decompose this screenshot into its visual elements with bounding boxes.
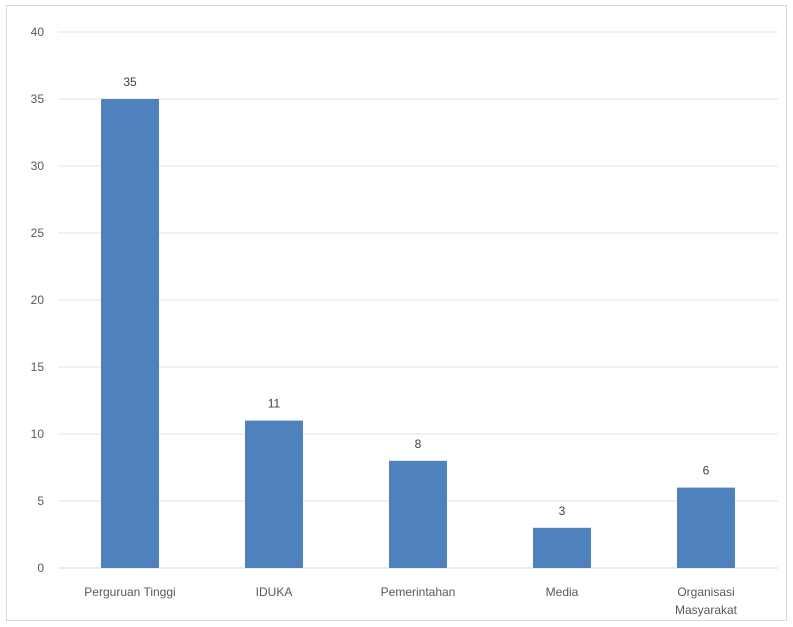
data-label: 8 [415, 437, 422, 451]
x-tick-label: Pemerintahan [381, 585, 456, 599]
y-tick-label: 35 [31, 92, 45, 106]
data-label: 6 [703, 464, 710, 478]
y-tick-label: 30 [31, 159, 45, 173]
data-labels: 35 11 8 3 6 [123, 75, 709, 518]
x-tick-label: Organisasi Masyarakat [675, 585, 738, 617]
y-tick-label: 25 [31, 226, 45, 240]
x-axis-ticks: Perguruan Tinggi IDUKA Pemerintahan Media Or… [84, 585, 737, 617]
y-tick-label: 20 [31, 293, 45, 307]
data-label: 3 [559, 504, 566, 518]
x-tick-label: Perguruan Tinggi [84, 585, 175, 599]
y-tick-label: 10 [31, 427, 45, 441]
bar [245, 420, 303, 568]
y-tick-label: 40 [31, 25, 45, 39]
y-tick-label: 5 [37, 494, 44, 508]
data-label: 11 [268, 397, 281, 411]
bar [533, 527, 591, 568]
bar [677, 487, 735, 568]
bars [101, 99, 735, 568]
bar [101, 99, 159, 568]
data-label: 35 [123, 75, 137, 89]
y-tick-label: 0 [37, 561, 44, 575]
x-tick-label: IDUKA [256, 585, 293, 599]
gridlines [58, 31, 778, 569]
y-tick-label: 15 [31, 360, 45, 374]
y-axis-ticks: 0 5 10 15 20 25 30 35 40 [31, 25, 45, 575]
x-tick-label: Media [546, 585, 579, 599]
bar [389, 460, 447, 568]
